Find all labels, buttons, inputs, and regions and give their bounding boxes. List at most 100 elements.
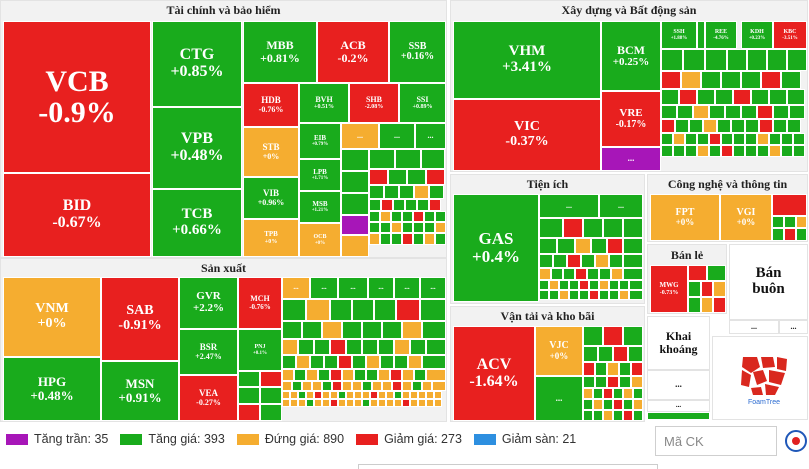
sector-tech: Công nghệ và thông tin FPT +0% VGI +0% xyxy=(647,174,808,242)
tile-cell-f8[interactable] xyxy=(341,235,369,257)
tile-change: -1.64% xyxy=(469,372,519,390)
tile-change: +0% xyxy=(37,316,67,331)
tile-eib[interactable]: EIB +0.79% xyxy=(299,123,341,159)
tile-mbb[interactable]: MBB +0.81% xyxy=(243,21,317,83)
tile-kbc[interactable]: KBC -3.51% xyxy=(773,21,807,49)
manufacturing-small-tiles xyxy=(282,299,446,421)
tile-ellipsis: ... xyxy=(675,379,682,390)
tile-cell-v1[interactable]: ... xyxy=(535,376,583,421)
tile-ctg[interactable]: CTG +0.85% xyxy=(152,21,242,107)
tile-ssb[interactable]: SSB +0.16% xyxy=(389,21,446,83)
tile-tpb[interactable]: TPB +0% xyxy=(243,219,299,257)
tile-mwg[interactable]: MWG -0.73% xyxy=(650,265,688,313)
tile-acb[interactable]: ACB -0.2% xyxy=(317,21,389,83)
tile-bsr[interactable]: BSR +2.47% xyxy=(179,329,238,375)
tile-change: +0% xyxy=(549,350,569,361)
sector-realestate: Xây dựng và Bất động sản VHM +3.41% VIC … xyxy=(450,0,808,172)
tile-cell-m5[interactable]: ... xyxy=(394,277,420,299)
tile-symbol: MBB xyxy=(266,38,294,53)
tile-ellipsis: ... xyxy=(790,321,797,331)
tile-wholesale[interactable]: Bán buôn xyxy=(730,245,807,319)
tile-change: -0.91% xyxy=(118,318,162,333)
tile-cell-w2[interactable]: ... xyxy=(779,320,808,334)
tile-cell-f6[interactable] xyxy=(341,193,369,215)
tile-ellipsis: ... xyxy=(357,130,363,140)
tile-kdh[interactable]: KDH +0.23% xyxy=(741,21,773,49)
tile-symbol: SSB xyxy=(408,40,427,52)
tile-ree[interactable]: REE -4.76% xyxy=(705,21,737,49)
legend-swatch-flat xyxy=(236,433,259,445)
tile-cell-t1[interactable] xyxy=(772,194,807,216)
tile-change: +2.2% xyxy=(192,302,225,314)
tile-bid[interactable]: BID -0.67% xyxy=(3,173,151,257)
tile-vnm[interactable]: VNM +0% xyxy=(3,277,101,357)
tile-change: +0.48% xyxy=(30,388,74,403)
tile-vjc[interactable]: VJC +0% xyxy=(535,326,583,376)
tile-vre[interactable]: VRE -0.17% xyxy=(601,91,661,147)
tile-msb[interactable]: MSB +1.21% xyxy=(299,191,341,223)
tile-gas[interactable]: GAS +0.4% xyxy=(453,194,539,302)
tile-ocb[interactable]: OCB +0% xyxy=(299,223,341,257)
tile-mch[interactable]: MCH -0.76% xyxy=(238,277,282,329)
tile-vcb[interactable]: VCB -0.9% xyxy=(3,21,151,173)
foamtree-logo-icon: FoamTree xyxy=(741,357,787,406)
tile-cell-m3[interactable]: ... xyxy=(338,277,368,299)
tile-vpb[interactable]: VPB +0.48% xyxy=(152,107,242,189)
tile-ellipsis: ... xyxy=(555,392,563,403)
tile-cell-w1[interactable]: ... xyxy=(729,320,779,334)
tile-cell-k3[interactable] xyxy=(647,412,710,420)
tile-hdb[interactable]: HDB -0.76% xyxy=(243,83,299,127)
tile-hpg[interactable]: HPG +0.48% xyxy=(3,357,101,421)
tile-symbol: LPB xyxy=(313,167,327,176)
tile-mining[interactable]: Khai khoáng xyxy=(648,317,709,369)
tile-stb[interactable]: STB +0% xyxy=(243,127,299,177)
tile-cell-f1[interactable]: ... xyxy=(341,123,379,149)
tile-vea[interactable]: VEA -0.27% xyxy=(179,375,238,421)
tile-vib[interactable]: VIB +0.96% xyxy=(243,177,299,219)
tile-pnj[interactable]: PNJ +0.1% xyxy=(238,329,282,371)
tile-cell-r2[interactable] xyxy=(697,21,705,49)
legend-down: Giảm giá: 273 xyxy=(356,432,462,446)
tile-cell-m1[interactable]: ... xyxy=(282,277,310,299)
tile-cell-m2[interactable]: ... xyxy=(310,277,338,299)
tile-vhm[interactable]: VHM +3.41% xyxy=(453,21,601,99)
tile-cell-m6[interactable]: ... xyxy=(420,277,446,299)
tile-cell-f7[interactable] xyxy=(341,215,369,235)
site-logo-icon[interactable] xyxy=(785,430,807,452)
tile-cell-u2[interactable]: ... xyxy=(599,194,643,218)
tile-fpt[interactable]: FPT +0% xyxy=(650,194,720,241)
legend-floor: Giảm sàn: 21 xyxy=(473,432,576,446)
tile-ellipsis: ... xyxy=(618,200,624,210)
tile-cell-f3[interactable]: ... xyxy=(415,123,446,149)
tile-cell-u1[interactable]: ... xyxy=(539,194,599,218)
tile-symbol: SSH xyxy=(673,29,685,36)
sector-title-finance: Tài chính và bảo hiểm xyxy=(1,1,446,20)
tile-symbol: MSB xyxy=(312,199,328,208)
tile-sab[interactable]: SAB -0.91% xyxy=(101,277,179,361)
tile-cell-f4[interactable] xyxy=(341,149,369,171)
tile-tcb[interactable]: TCB +0.66% xyxy=(152,189,242,257)
tile-vgi[interactable]: VGI +0% xyxy=(720,194,772,241)
stock-code-search-input[interactable] xyxy=(655,426,777,456)
legend-swatch-floor xyxy=(473,433,496,445)
tile-cell-k1[interactable]: ... xyxy=(647,370,710,400)
tile-msn[interactable]: MSN +0.91% xyxy=(101,361,179,421)
tile-cell-m4[interactable]: ... xyxy=(368,277,394,299)
tile-shb[interactable]: SHB -2.08% xyxy=(349,83,399,123)
tile-bcm[interactable]: BCM +0.25% xyxy=(601,21,661,91)
tile-vic[interactable]: VIC -0.37% xyxy=(453,99,601,171)
tile-symbol: VJC xyxy=(549,340,569,352)
tile-cell-f5[interactable] xyxy=(341,171,369,193)
tile-lpb[interactable]: LPB +1.71% xyxy=(299,159,341,191)
tile-acv[interactable]: ACV -1.64% xyxy=(453,326,535,421)
tile-cell-k2[interactable]: ... xyxy=(647,400,710,412)
tile-ssh[interactable]: SSH +1.88% xyxy=(661,21,697,49)
tile-bvh[interactable]: BVH +0.51% xyxy=(299,83,349,123)
tile-ssi[interactable]: SSI +0.89% xyxy=(399,83,446,123)
tile-cell-f2[interactable]: ... xyxy=(379,123,415,149)
tile-change: +0% xyxy=(314,240,326,246)
tile-symbol: BSR xyxy=(199,342,218,353)
tile-change: +2.47% xyxy=(195,351,222,361)
tile-gvr[interactable]: GVR +2.2% xyxy=(179,277,238,329)
tile-cell-r1[interactable]: ... xyxy=(601,147,661,171)
